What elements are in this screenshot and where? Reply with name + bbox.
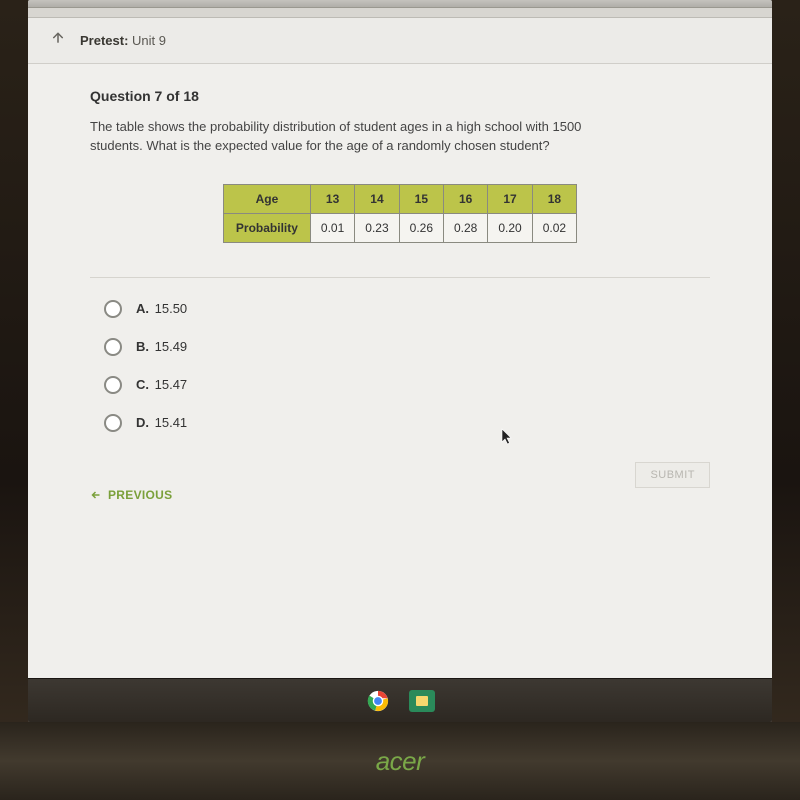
probability-table: Age 13 14 15 16 17 18 Probability 0.01 0… [223,184,577,243]
back-arrow-icon[interactable] [50,30,66,51]
prob-cell: 0.01 [310,213,354,242]
option-value: 15.41 [155,415,188,430]
option-letter: D. [136,415,149,430]
prob-cell: 0.28 [444,213,488,242]
option-b[interactable]: B. 15.49 [104,338,710,356]
pretest-label: Pretest: [80,33,128,48]
answer-options: A. 15.50 B. 15.49 C. 15.47 D. 15.41 [90,300,710,432]
unit-label: Unit 9 [132,33,166,48]
page-header: Pretest: Unit 9 [28,18,772,64]
option-letter: B. [136,339,149,354]
option-label: B. 15.49 [136,339,187,354]
footer-nav: PREVIOUS SUBMIT [90,462,710,502]
screen: Pretest: Unit 9 Question 7 of 18 The tab… [28,0,772,722]
previous-button[interactable]: PREVIOUS [90,488,172,502]
option-a[interactable]: A. 15.50 [104,300,710,318]
age-cell: 16 [444,184,488,213]
laptop-chin: acer [0,722,800,800]
table-row-age: Age 13 14 15 16 17 18 [223,184,576,213]
brand-logo: acer [376,746,425,777]
prob-cell: 0.23 [355,213,399,242]
table-row-probability: Probability 0.01 0.23 0.26 0.28 0.20 0.0… [223,213,576,242]
option-letter: A. [136,301,149,316]
header-title: Pretest: Unit 9 [80,33,166,48]
question-number: Question 7 of 18 [90,88,710,104]
option-label: D. 15.41 [136,415,187,430]
question-content: Question 7 of 18 The table shows the pro… [28,64,772,678]
prob-cell: 0.26 [399,213,443,242]
option-value: 15.47 [155,377,188,392]
age-row-label: Age [223,184,310,213]
option-letter: C. [136,377,149,392]
age-cell: 15 [399,184,443,213]
previous-label: PREVIOUS [108,488,172,502]
option-value: 15.50 [155,301,188,316]
age-cell: 17 [488,184,532,213]
option-value: 15.49 [155,339,188,354]
prob-cell: 0.20 [488,213,532,242]
radio-icon [104,376,122,394]
radio-icon [104,338,122,356]
prob-cell: 0.02 [532,213,576,242]
arrow-left-icon [90,489,102,501]
option-label: A. 15.50 [136,301,187,316]
radio-icon [104,300,122,318]
age-cell: 13 [310,184,354,213]
question-text: The table shows the probability distribu… [90,118,610,156]
age-cell: 14 [355,184,399,213]
option-c[interactable]: C. 15.47 [104,376,710,394]
option-d[interactable]: D. 15.41 [104,414,710,432]
age-cell: 18 [532,184,576,213]
laptop-frame: Pretest: Unit 9 Question 7 of 18 The tab… [0,0,800,800]
browser-topbar [28,0,772,8]
chrome-icon[interactable] [365,688,391,714]
submit-button[interactable]: SUBMIT [635,462,710,488]
browser-tabbar [28,8,772,18]
radio-icon [104,414,122,432]
probability-row-label: Probability [223,213,310,242]
taskbar [28,678,772,722]
classroom-icon[interactable] [409,688,435,714]
divider [90,277,710,278]
probability-table-wrap: Age 13 14 15 16 17 18 Probability 0.01 0… [90,184,710,243]
option-label: C. 15.47 [136,377,187,392]
